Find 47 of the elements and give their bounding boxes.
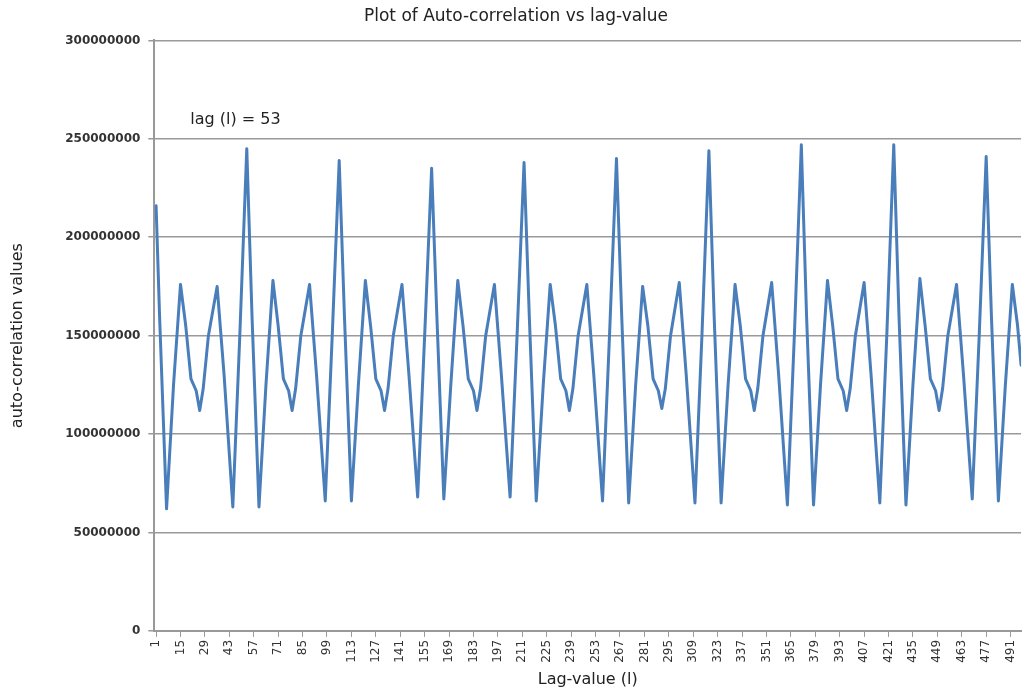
x-tick-label: 267 (612, 639, 627, 663)
x-tick-label: 337 (734, 639, 749, 663)
y-tick-label: 200000000 (65, 229, 141, 244)
x-tick-label: 239 (563, 639, 578, 663)
x-tick-label: 463 (953, 639, 968, 663)
y-tick-label: 100000000 (65, 426, 141, 441)
x-tick-label: 85 (294, 639, 309, 656)
x-tick-label: 141 (392, 639, 407, 663)
y-tick-label: 300000000 (65, 32, 141, 47)
x-tick-label: 281 (636, 639, 651, 663)
x-tick-label: 71 (270, 639, 285, 656)
x-tick-label: 407 (856, 639, 871, 663)
x-tick-label: 29 (197, 639, 212, 656)
x-tick-label: 449 (929, 639, 944, 663)
x-tick-label: 477 (978, 639, 993, 663)
x-tick-label: 99 (319, 639, 334, 656)
y-tick-label: 150000000 (65, 327, 141, 342)
x-tick-label: 295 (660, 639, 675, 663)
x-tick-label: 435 (905, 639, 920, 663)
x-tick-label: 197 (490, 639, 505, 663)
x-tick-label: 421 (880, 639, 895, 663)
x-tick-label: 323 (709, 639, 724, 663)
x-tick-label: 309 (685, 639, 700, 663)
x-tick-label: 1 (148, 639, 163, 648)
y-tick-label: 0 (131, 623, 141, 638)
x-tick-label: 155 (416, 639, 431, 663)
x-tick-label: 183 (465, 639, 480, 663)
x-tick-label: 211 (514, 639, 529, 663)
x-axis-title: Lag-value (l) (537, 668, 638, 688)
x-tick-label: 253 (587, 639, 602, 663)
y-tick-label: 250000000 (65, 130, 141, 145)
x-tick-label: 57 (245, 639, 260, 656)
x-tick-label: 393 (831, 639, 846, 663)
y-axis-title: auto-correlation values (6, 243, 26, 429)
x-tick-label: 225 (538, 639, 553, 663)
y-tick-label: 50000000 (73, 524, 141, 539)
x-tick-label: 491 (1002, 639, 1017, 663)
x-tick-label: 127 (367, 639, 382, 663)
x-tick-label: 365 (782, 639, 797, 663)
annotation: lag (l) = 53 (190, 109, 281, 129)
chart-title: Plot of Auto-correlation vs lag-value (363, 4, 669, 25)
x-tick-label: 351 (758, 639, 773, 663)
x-tick-label: 379 (807, 639, 822, 663)
x-tick-label: 15 (172, 639, 187, 656)
x-tick-label: 169 (441, 639, 456, 663)
x-tick-label: 43 (221, 639, 236, 656)
x-tick-label: 113 (343, 639, 358, 663)
